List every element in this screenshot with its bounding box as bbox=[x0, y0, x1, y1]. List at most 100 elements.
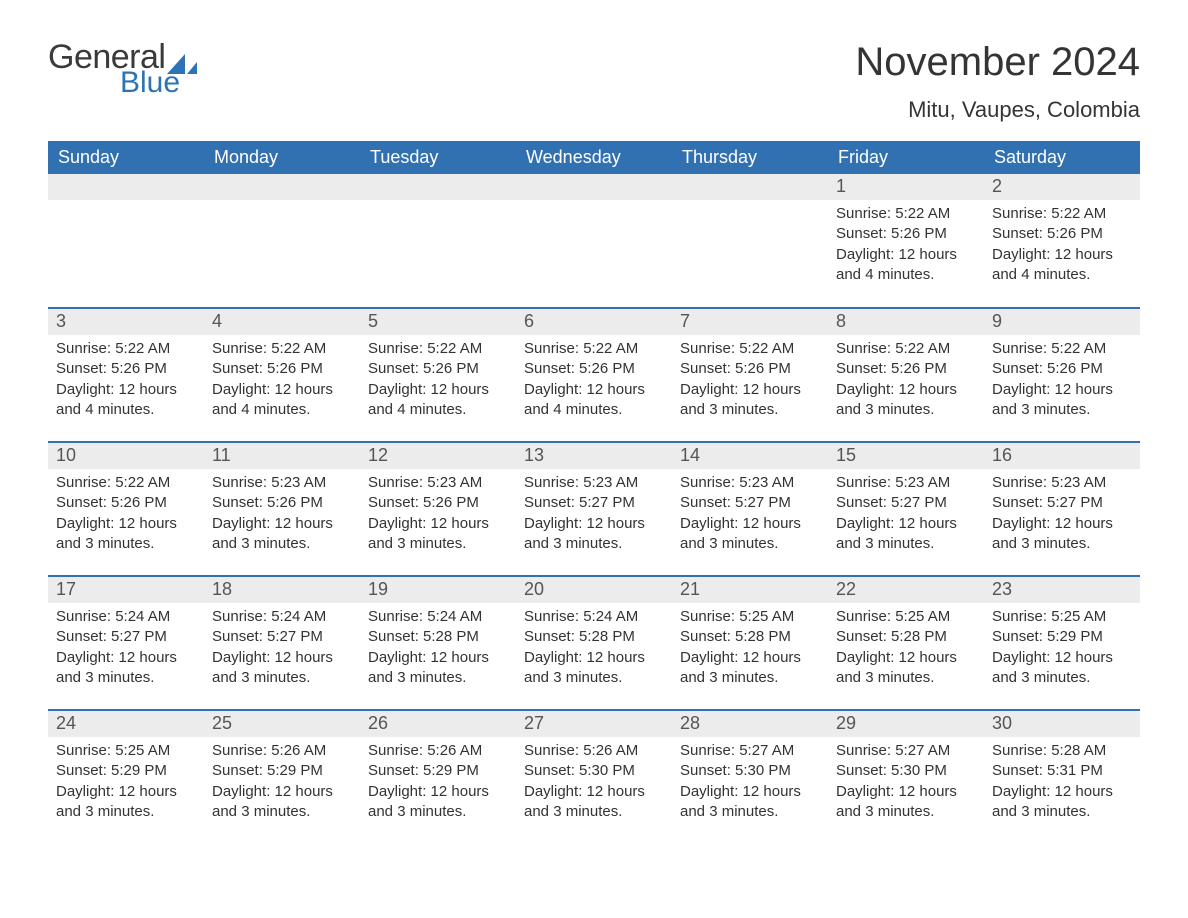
daylight-line: Daylight: 12 hours and 3 minutes. bbox=[836, 648, 976, 689]
day-number-bar: 25 bbox=[204, 711, 360, 737]
daylight-line: Daylight: 12 hours and 3 minutes. bbox=[680, 648, 820, 689]
calendar-day-cell: 15Sunrise: 5:23 AMSunset: 5:27 PMDayligh… bbox=[828, 442, 984, 576]
calendar-day-cell: 23 Sunrise: 5:25 AMSunset: 5:29 PMDayligh… bbox=[984, 576, 1140, 710]
calendar-empty-cell bbox=[516, 174, 672, 308]
day-number: 3 bbox=[56, 311, 66, 331]
daylight-line: Daylight: 12 hours and 3 minutes. bbox=[992, 648, 1132, 689]
daylight-line: Daylight: 12 hours and 3 minutes. bbox=[212, 514, 352, 555]
day-number: 27 bbox=[524, 713, 544, 733]
day-number: 2 bbox=[992, 176, 1002, 196]
sunrise-line: Sunrise: 5:25 AM bbox=[680, 607, 820, 627]
sunrise-line: Sunrise: 5:24 AM bbox=[524, 607, 664, 627]
sunset-line: Sunset: 5:27 PM bbox=[56, 627, 196, 647]
day-number-bar: 11 bbox=[204, 443, 360, 469]
day-number-bar bbox=[204, 174, 360, 200]
daylight-line: Daylight: 12 hours and 3 minutes. bbox=[836, 514, 976, 555]
day-number-bar: 27 bbox=[516, 711, 672, 737]
daylight-line: Daylight: 12 hours and 4 minutes. bbox=[836, 245, 976, 286]
day-body: Sunrise: 5:26 AMSunset: 5:29 PMDaylight:… bbox=[360, 737, 516, 830]
day-number: 21 bbox=[680, 579, 700, 599]
sunrise-line: Sunrise: 5:28 AM bbox=[992, 741, 1132, 761]
day-body: Sunrise: 5:26 AMSunset: 5:29 PMDaylight:… bbox=[204, 737, 360, 830]
calendar-day-cell: 6Sunrise: 5:22 AMSunset: 5:26 PMDaylight… bbox=[516, 308, 672, 442]
day-body: Sunrise: 5:22 AMSunset: 5:26 PMDaylight:… bbox=[984, 200, 1140, 293]
day-number-bar: 13 bbox=[516, 443, 672, 469]
daylight-line: Daylight: 12 hours and 3 minutes. bbox=[56, 782, 196, 823]
calendar-day-cell: 8Sunrise: 5:22 AMSunset: 5:26 PMDaylight… bbox=[828, 308, 984, 442]
calendar-day-cell: 17Sunrise: 5:24 AMSunset: 5:27 PMDayligh… bbox=[48, 576, 204, 710]
day-number-bar: 8 bbox=[828, 309, 984, 335]
day-number: 24 bbox=[56, 713, 76, 733]
day-number-bar: 2 bbox=[984, 174, 1140, 200]
sunset-line: Sunset: 5:27 PM bbox=[836, 493, 976, 513]
day-number-bar: 22 bbox=[828, 577, 984, 603]
day-number: 25 bbox=[212, 713, 232, 733]
sunset-line: Sunset: 5:27 PM bbox=[992, 493, 1132, 513]
calendar-empty-cell bbox=[48, 174, 204, 308]
day-body: Sunrise: 5:26 AMSunset: 5:30 PMDaylight:… bbox=[516, 737, 672, 830]
day-body: Sunrise: 5:27 AMSunset: 5:30 PMDaylight:… bbox=[672, 737, 828, 830]
calendar-day-cell: 2 Sunrise: 5:22 AMSunset: 5:26 PMDaylight… bbox=[984, 174, 1140, 308]
calendar-day-cell: 7Sunrise: 5:22 AMSunset: 5:26 PMDaylight… bbox=[672, 308, 828, 442]
weekday-header: Saturday bbox=[984, 141, 1140, 174]
sunset-line: Sunset: 5:28 PM bbox=[836, 627, 976, 647]
daylight-line: Daylight: 12 hours and 4 minutes. bbox=[212, 380, 352, 421]
day-body: Sunrise: 5:22 AMSunset: 5:26 PMDaylight:… bbox=[828, 200, 984, 293]
day-number-bar: 23 bbox=[984, 577, 1140, 603]
sunset-line: Sunset: 5:26 PM bbox=[368, 359, 508, 379]
daylight-line: Daylight: 12 hours and 3 minutes. bbox=[524, 782, 664, 823]
day-body: Sunrise: 5:28 AMSunset: 5:31 PMDaylight:… bbox=[984, 737, 1140, 830]
sunrise-line: Sunrise: 5:22 AM bbox=[368, 339, 508, 359]
day-number-bar: 3 bbox=[48, 309, 204, 335]
calendar-week-row: 24Sunrise: 5:25 AMSunset: 5:29 PMDayligh… bbox=[48, 710, 1140, 844]
sunrise-line: Sunrise: 5:24 AM bbox=[212, 607, 352, 627]
day-body: Sunrise: 5:22 AMSunset: 5:26 PMDaylight:… bbox=[48, 469, 204, 562]
day-body: Sunrise: 5:23 AMSunset: 5:27 PMDaylight:… bbox=[516, 469, 672, 562]
calendar-week-row: 17Sunrise: 5:24 AMSunset: 5:27 PMDayligh… bbox=[48, 576, 1140, 710]
day-number-bar: 20 bbox=[516, 577, 672, 603]
day-number-bar bbox=[360, 174, 516, 200]
calendar-day-cell: 16Sunrise: 5:23 AMSunset: 5:27 PMDayligh… bbox=[984, 442, 1140, 576]
calendar-day-cell: 1Sunrise: 5:22 AMSunset: 5:26 PMDaylight… bbox=[828, 174, 984, 308]
sunset-line: Sunset: 5:27 PM bbox=[680, 493, 820, 513]
sunrise-line: Sunrise: 5:25 AM bbox=[836, 607, 976, 627]
day-number-bar bbox=[48, 174, 204, 200]
calendar-day-cell: 22 Sunrise: 5:25 AMSunset: 5:28 PMDayligh… bbox=[828, 576, 984, 710]
day-body: Sunrise: 5:23 AMSunset: 5:27 PMDaylight:… bbox=[984, 469, 1140, 562]
day-number-bar: 4 bbox=[204, 309, 360, 335]
sunset-line: Sunset: 5:29 PM bbox=[212, 761, 352, 781]
calendar-day-cell: 3Sunrise: 5:22 AMSunset: 5:26 PMDaylight… bbox=[48, 308, 204, 442]
day-number: 19 bbox=[368, 579, 388, 599]
day-number-bar: 16 bbox=[984, 443, 1140, 469]
calendar-day-cell: 26 Sunrise: 5:26 AMSunset: 5:29 PMDayligh… bbox=[360, 710, 516, 844]
day-number: 26 bbox=[368, 713, 388, 733]
logo-word-blue: Blue bbox=[120, 68, 197, 98]
sunset-line: Sunset: 5:31 PM bbox=[992, 761, 1132, 781]
day-body: Sunrise: 5:25 AMSunset: 5:29 PMDaylight:… bbox=[984, 603, 1140, 696]
day-number-bar bbox=[516, 174, 672, 200]
sunrise-line: Sunrise: 5:27 AM bbox=[836, 741, 976, 761]
calendar-day-cell: 14Sunrise: 5:23 AMSunset: 5:27 PMDayligh… bbox=[672, 442, 828, 576]
daylight-line: Daylight: 12 hours and 3 minutes. bbox=[836, 380, 976, 421]
day-body: Sunrise: 5:22 AMSunset: 5:26 PMDaylight:… bbox=[984, 335, 1140, 428]
calendar-day-cell: 10Sunrise: 5:22 AMSunset: 5:26 PMDayligh… bbox=[48, 442, 204, 576]
day-body: Sunrise: 5:22 AMSunset: 5:26 PMDaylight:… bbox=[828, 335, 984, 428]
day-number: 4 bbox=[212, 311, 222, 331]
sunrise-line: Sunrise: 5:27 AM bbox=[680, 741, 820, 761]
weekday-header: Sunday bbox=[48, 141, 204, 174]
day-number: 22 bbox=[836, 579, 856, 599]
sunset-line: Sunset: 5:28 PM bbox=[368, 627, 508, 647]
daylight-line: Daylight: 12 hours and 3 minutes. bbox=[680, 380, 820, 421]
day-number: 5 bbox=[368, 311, 378, 331]
day-number-bar: 1 bbox=[828, 174, 984, 200]
sunrise-line: Sunrise: 5:22 AM bbox=[56, 473, 196, 493]
sunset-line: Sunset: 5:26 PM bbox=[992, 224, 1132, 244]
sunset-line: Sunset: 5:26 PM bbox=[836, 359, 976, 379]
day-body: Sunrise: 5:22 AMSunset: 5:26 PMDaylight:… bbox=[516, 335, 672, 428]
day-number-bar: 29 bbox=[828, 711, 984, 737]
day-number: 23 bbox=[992, 579, 1012, 599]
day-number-bar: 26 bbox=[360, 711, 516, 737]
sunrise-line: Sunrise: 5:22 AM bbox=[836, 204, 976, 224]
sunrise-line: Sunrise: 5:22 AM bbox=[836, 339, 976, 359]
daylight-line: Daylight: 12 hours and 3 minutes. bbox=[524, 514, 664, 555]
